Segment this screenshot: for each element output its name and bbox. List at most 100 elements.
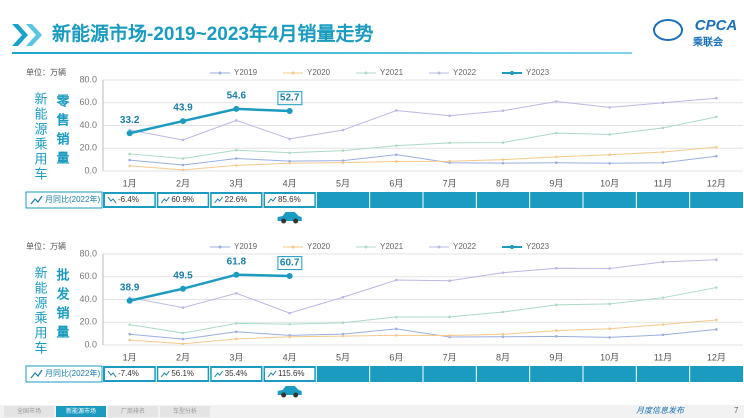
data-label: 60.7 <box>280 258 300 269</box>
logo-sub: 乘联会 <box>692 36 723 49</box>
page-number: 7 <box>734 406 739 415</box>
car-wheel <box>281 392 287 398</box>
x-tick-label: 12月 <box>707 352 726 362</box>
point <box>608 336 611 339</box>
side-label: 新能源乘用车 <box>33 265 48 356</box>
yoy-cell <box>158 194 208 206</box>
x-tick-label: 2月 <box>176 352 190 362</box>
legend-label: Y2020 <box>307 242 331 251</box>
point <box>341 159 345 162</box>
x-tick-label: 6月 <box>389 178 403 188</box>
point <box>661 126 665 130</box>
point <box>448 279 451 283</box>
point <box>180 118 186 125</box>
point <box>661 323 665 326</box>
yoy-trend <box>267 370 277 378</box>
point <box>288 311 291 315</box>
point <box>235 337 238 341</box>
legend-label: Y2021 <box>380 242 404 251</box>
yoy-value: 85.6% <box>278 195 301 204</box>
point <box>715 96 718 100</box>
x-tick-label: 1月 <box>123 352 137 362</box>
yoy-trend <box>107 370 117 378</box>
x-tick-label: 5月 <box>336 178 350 188</box>
series-line <box>129 154 717 166</box>
point <box>181 306 185 309</box>
yoy-cell <box>211 194 261 206</box>
unit-label: 单位：万辆 <box>26 67 66 77</box>
point <box>288 161 291 165</box>
x-tick-label: 10月 <box>600 178 619 188</box>
legend-label: Y2022 <box>453 242 477 251</box>
point <box>286 108 293 115</box>
yoy-trend <box>107 196 117 204</box>
car-icon <box>277 386 302 395</box>
legend-marker <box>510 71 514 75</box>
y-tick-label: 60.0 <box>79 271 97 281</box>
unit-label: 单位：万辆 <box>26 241 66 251</box>
page-title: 新能源市场-2019~2023年4月销量走势 <box>52 22 374 45</box>
y-tick-label: 40.0 <box>79 294 97 304</box>
x-tick-label: 7月 <box>443 178 457 188</box>
legend-marker <box>218 245 222 249</box>
car-icon <box>277 212 302 221</box>
point <box>501 310 505 314</box>
point <box>341 332 345 336</box>
point <box>128 164 131 168</box>
yoy-value: 60.9% <box>171 195 194 204</box>
x-tick-label: 5月 <box>336 352 350 362</box>
x-tick-label: 4月 <box>283 352 297 362</box>
x-tick-label: 12月 <box>707 178 726 188</box>
footer-tab <box>160 406 210 417</box>
point <box>181 342 185 346</box>
point <box>715 328 718 331</box>
y-tick-label: 80.0 <box>79 74 97 84</box>
point <box>715 154 718 158</box>
point <box>341 321 345 325</box>
footer-tab-label: 全国市场 <box>17 407 41 415</box>
y-tick-label: 0.0 <box>84 339 97 349</box>
x-tick-label: 11月 <box>654 352 672 362</box>
point <box>341 149 345 152</box>
point <box>715 286 718 289</box>
legend-label: Y2021 <box>380 68 404 77</box>
title-icon <box>12 24 42 46</box>
legend-marker <box>437 245 441 249</box>
yoy-value: 35.4% <box>225 369 248 378</box>
point <box>181 168 185 172</box>
series-line <box>129 319 717 345</box>
point <box>288 159 291 163</box>
legend-marker <box>364 245 368 249</box>
point <box>501 335 505 339</box>
point <box>341 334 345 338</box>
point <box>448 141 451 145</box>
x-tick-label: 1月 <box>123 178 137 188</box>
series-line <box>129 259 717 314</box>
x-tick-label: 4月 <box>283 178 297 188</box>
series-line <box>129 107 290 135</box>
yoy-trend <box>214 196 224 204</box>
point <box>501 333 505 336</box>
yoy-label-cell <box>25 365 103 383</box>
point <box>448 334 451 337</box>
legend-label: Y2023 <box>526 242 550 251</box>
point <box>341 161 345 164</box>
legend-marker <box>437 71 441 75</box>
point <box>128 152 131 156</box>
x-tick-label: 7月 <box>443 352 457 362</box>
car-wheel <box>293 218 299 224</box>
data-label-box <box>277 256 303 271</box>
footer-tab <box>56 406 106 417</box>
x-tick-label: 8月 <box>496 352 510 362</box>
data-label: 38.9 <box>120 282 140 293</box>
x-tick-label: 3月 <box>229 178 243 188</box>
point <box>341 295 345 299</box>
legend-label: Y2019 <box>234 68 258 77</box>
side-label: 新能源乘用车 <box>33 91 48 182</box>
series-line <box>129 287 717 334</box>
point <box>501 141 505 144</box>
point <box>395 327 398 331</box>
footer-tab-label: 厂商排名 <box>121 407 145 415</box>
legend-marker <box>218 71 222 75</box>
yoy-cell <box>211 368 261 380</box>
